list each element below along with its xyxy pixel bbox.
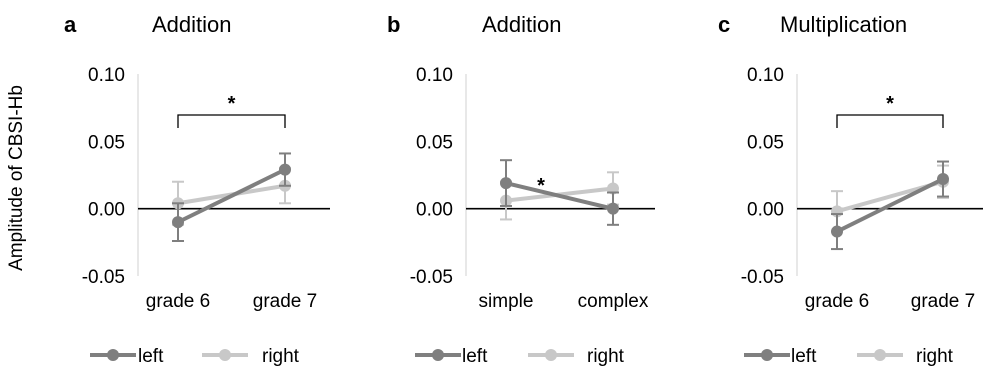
data-point-left [500,177,512,190]
legend-marker-left [107,349,119,361]
legend-label-right: right [262,346,300,367]
y-tick-label: 0.05 [747,132,784,153]
data-point-left [279,163,291,176]
panel-title: Addition [482,12,562,37]
data-point-left [937,173,949,186]
legend-label-left: left [138,346,164,367]
data-point-left [607,202,619,215]
panel-a: a Addition 0.10 0.05 0.00 -0.05 grade 6 grade 7… [64,12,330,367]
series-line-left [505,181,614,211]
x-category-label: grade 6 [805,291,869,312]
x-category-label: grade 6 [146,291,210,312]
x-category-label: complex [578,291,649,312]
y-tick-label: 0.00 [88,200,125,221]
significance-star: * [886,93,894,115]
legend-label-right: right [587,346,625,367]
significance-bracket [177,114,286,128]
panel-letter: b [387,12,400,37]
legend-label-left: left [462,346,488,367]
panel-letter: a [64,12,77,37]
y-tick-label: 0.05 [88,132,125,153]
data-point-right [607,182,619,195]
panel-letter: c [718,12,730,37]
significance-star: * [228,93,236,115]
x-category-label: simple [479,291,534,312]
data-point-left [831,225,843,238]
legend-label-right: right [916,346,954,367]
y-tick-label: 0.10 [747,65,784,86]
panel-title: Addition [152,12,232,37]
legend-marker-right [219,349,231,361]
y-tick-label: 0.10 [88,65,125,86]
y-axis-label: Amplitude of CBSI-Hb [6,85,27,271]
y-tick-label: -0.05 [82,267,125,288]
data-point-left [172,216,184,229]
legend-marker-left [761,349,773,361]
y-tick-label: -0.05 [741,267,784,288]
series-line-left [836,177,944,234]
x-category-label: grade 7 [253,291,317,312]
y-tick-label: 0.10 [416,65,453,86]
series-line-left [177,167,286,224]
y-tick-label: -0.05 [410,267,453,288]
panel-c: c Multiplication 0.10 0.05 0.00 -0.05 grade 6 g… [718,12,983,367]
significance-bracket [836,114,944,128]
panel-title: Multiplication [780,12,907,37]
y-tick-label: 0.05 [416,132,453,153]
legend-marker-left [432,349,444,361]
legend-marker-right [874,349,886,361]
legend-marker-right [545,349,557,361]
x-category-label: grade 7 [911,291,975,312]
legend-label-left: left [791,346,817,367]
panel-b: b Addition 0.10 0.05 0.00 -0.05 simple complex *… [387,12,655,367]
y-tick-label: 0.00 [416,200,453,221]
y-tick-label: 0.00 [747,200,784,221]
significance-star: * [537,175,545,197]
